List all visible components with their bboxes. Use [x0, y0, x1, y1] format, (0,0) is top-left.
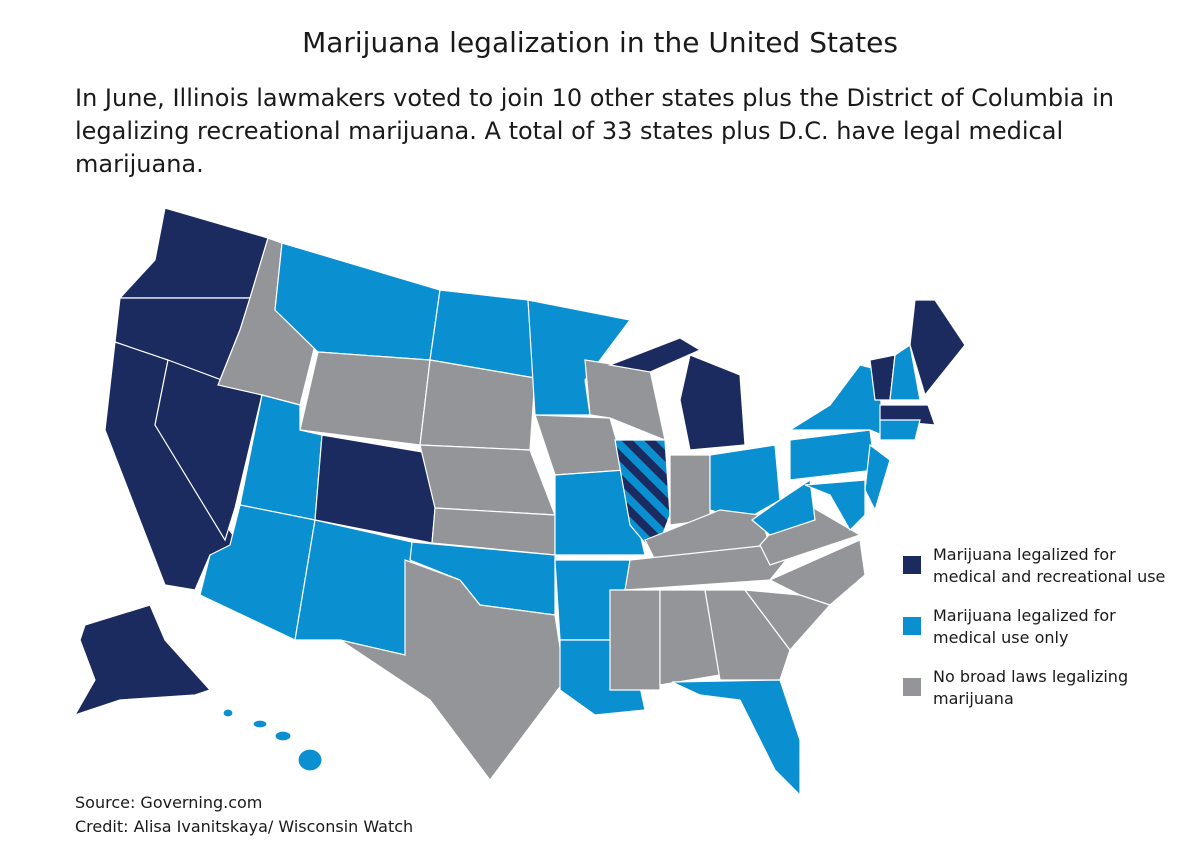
state — [419, 444, 556, 516]
state — [864, 443, 891, 512]
state — [609, 589, 661, 691]
legend-label: Marijuana legalized for medical use only — [933, 606, 1116, 647]
credit: Credit: Alisa Ivanitskaya/ Wisconsin Wat… — [75, 817, 414, 836]
state — [554, 469, 646, 556]
state — [804, 479, 866, 531]
state — [527, 299, 632, 416]
state — [222, 708, 234, 718]
state — [679, 354, 746, 451]
state — [669, 454, 711, 526]
state — [297, 748, 323, 772]
state — [534, 414, 626, 476]
state — [274, 730, 292, 742]
legend-swatch — [903, 678, 921, 696]
state — [879, 419, 921, 441]
legend-swatch — [903, 556, 921, 574]
state — [299, 351, 431, 446]
source: Source: Governing.com — [75, 793, 263, 812]
state — [624, 544, 791, 591]
legend-label: No broad laws legalizing marijuana — [933, 667, 1129, 708]
state — [709, 444, 781, 521]
state — [607, 337, 702, 373]
legend-label: Marijuana legalized for medical and recr… — [933, 545, 1166, 586]
state — [768, 539, 866, 606]
states — [73, 207, 966, 797]
state — [789, 429, 876, 481]
subtitle: In June, Illinois lawmakers voted to joi… — [75, 84, 1114, 178]
state — [339, 559, 566, 781]
state — [751, 478, 816, 536]
legend-swatch — [903, 617, 921, 635]
state — [787, 364, 883, 436]
state — [704, 589, 791, 681]
state — [671, 679, 801, 797]
title: Marijuana legalization in the United Sta… — [302, 26, 898, 59]
state — [909, 299, 966, 397]
state — [889, 343, 921, 401]
state — [73, 604, 212, 717]
state — [252, 719, 268, 729]
state — [294, 519, 413, 656]
state — [118, 207, 269, 299]
